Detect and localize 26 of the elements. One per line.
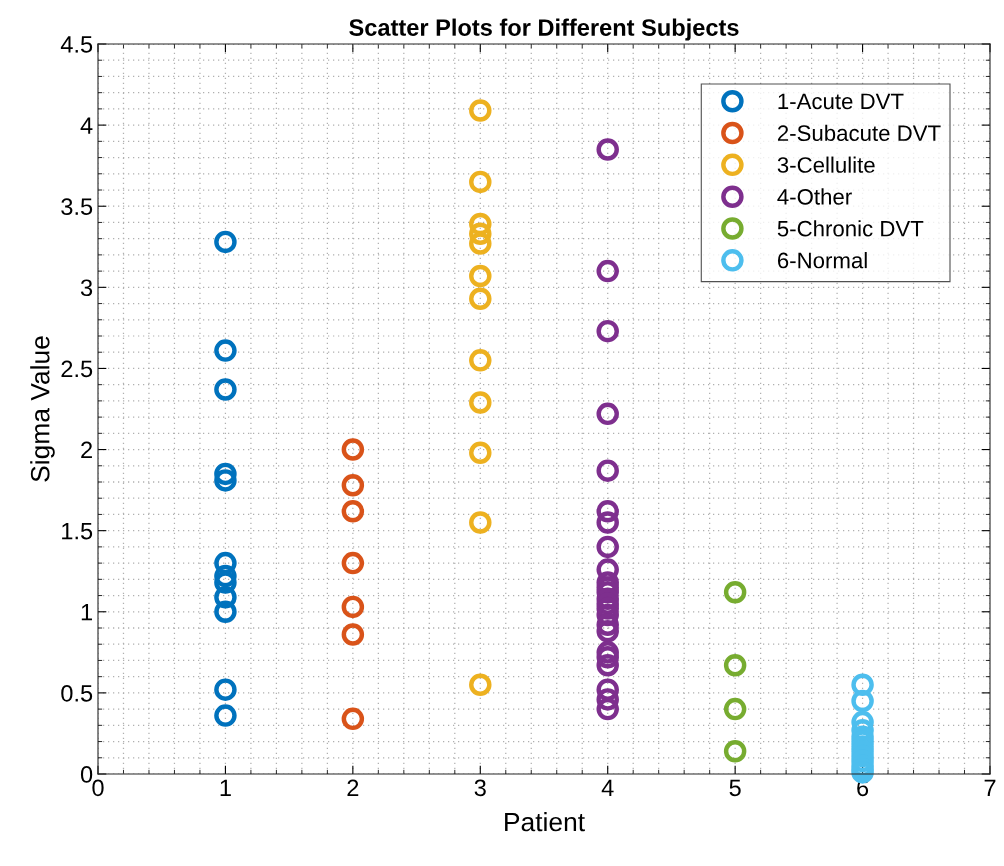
legend-label: 1-Acute DVT — [778, 93, 904, 110]
legend-label: 3-Cellulite — [777, 156, 875, 173]
y-tick-label: 2.5 — [61, 360, 93, 378]
y-tick-label: 3 — [80, 279, 93, 297]
y-tick-label: 1.5 — [62, 522, 93, 540]
y-tick-label: 0.5 — [61, 684, 93, 702]
x-tick-label: 0 — [92, 779, 104, 797]
y-tick-label: 0 — [80, 766, 93, 783]
x-tick-label: 4 — [601, 779, 614, 796]
y-tick-label: 4.5 — [60, 36, 93, 53]
x-tick-label: 3 — [474, 779, 486, 797]
y-tick-label: 2 — [81, 441, 92, 459]
x-tick-label: 1 — [220, 779, 231, 796]
legend-label: 6-Normal — [777, 252, 867, 269]
chart-title: Scatter Plots for Different Subjects — [349, 18, 739, 41]
x-tick-label: 7 — [984, 779, 996, 796]
x-tick-label: 5 — [729, 779, 741, 797]
y-axis-title: Sigma Value — [30, 336, 55, 482]
y-tick-label: 1 — [81, 604, 92, 621]
y-tick-label: 3.5 — [61, 198, 93, 216]
x-tick-label: 2 — [347, 779, 359, 796]
x-axis-title: Patient — [505, 811, 585, 832]
legend-label: 4-Other — [777, 188, 852, 205]
legend-label: 2-Subacute DVT — [777, 124, 941, 142]
y-tick-label: 4 — [80, 117, 93, 134]
legend-label: 5-Chronic DVT — [777, 220, 924, 237]
